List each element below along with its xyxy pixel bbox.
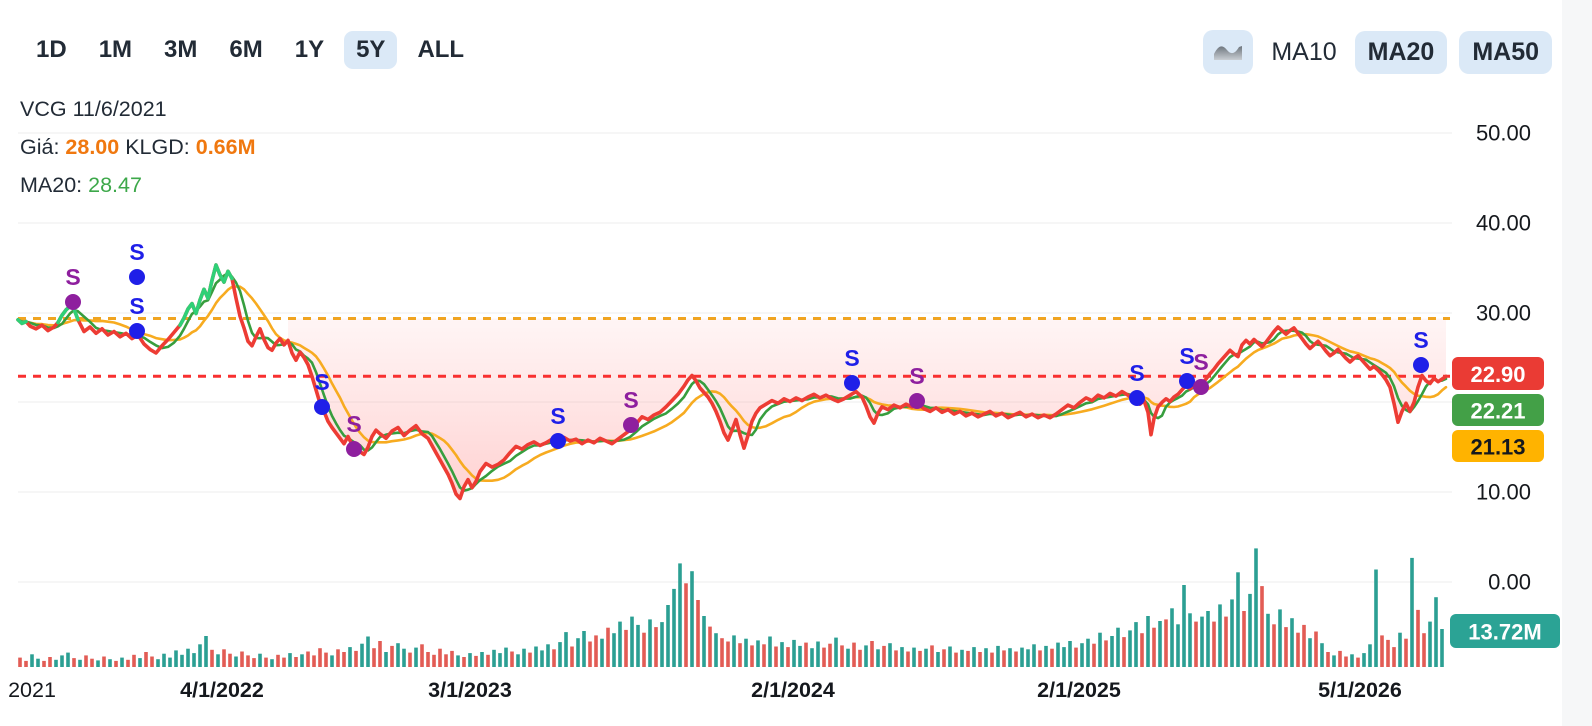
svg-text:S: S <box>129 239 144 265</box>
svg-text:30.00: 30.00 <box>1476 301 1531 326</box>
svg-text:22.21: 22.21 <box>1470 399 1525 424</box>
volume-bars <box>18 548 1444 667</box>
svg-text:S: S <box>1179 343 1194 369</box>
sell-marker-dot <box>1193 379 1209 395</box>
price-value: 28.00 <box>65 135 120 159</box>
sell-marker-dot <box>1179 373 1195 389</box>
sell-marker-dot <box>129 269 145 285</box>
value-badge <box>1452 357 1544 390</box>
ma20-toggle[interactable]: MA20 <box>1354 30 1448 74</box>
svg-text:S: S <box>844 345 859 371</box>
ma50-toggle[interactable]: MA50 <box>1459 30 1552 74</box>
svg-text:3/1/2023: 3/1/2023 <box>428 678 512 702</box>
svg-text:S: S <box>550 403 565 429</box>
sell-marker-dot <box>1129 390 1145 406</box>
svg-text:10.00: 10.00 <box>1476 480 1531 505</box>
sell-marker-dot <box>1413 357 1429 373</box>
sell-marker-dot <box>909 393 925 409</box>
value-badge <box>1452 394 1544 426</box>
svg-text:S: S <box>346 411 361 437</box>
svg-text:13.72M: 13.72M <box>1468 620 1541 645</box>
sell-marker-dot <box>65 294 81 310</box>
ma50-line <box>16 285 1448 483</box>
svg-text:S: S <box>1413 327 1428 353</box>
svg-text:22.90: 22.90 <box>1470 362 1525 387</box>
sell-marker-dot <box>314 399 330 415</box>
indicator-toolbar: MA10 MA20 MA50 <box>1203 30 1552 74</box>
ma20-label: MA20: <box>20 173 83 197</box>
chart-style-button[interactable] <box>1203 30 1254 74</box>
range-3m[interactable]: 3M <box>152 31 209 69</box>
sell-marker-dot <box>129 323 145 339</box>
area-chart-icon <box>1213 42 1243 62</box>
crosshair-ma20: MA20: 28.47 <box>20 166 256 204</box>
range-all[interactable]: ALL <box>405 31 476 69</box>
svg-text:21.13: 21.13 <box>1470 435 1525 460</box>
price-badges: 22.90 22.21 21.13 13.72M <box>1450 357 1560 648</box>
crosshair-price-volume: Giá: 28.00 KLGD: 0.66M <box>20 128 256 166</box>
price-line-up-segments <box>16 263 234 328</box>
svg-text:5/1/2026: 5/1/2026 <box>1318 678 1402 702</box>
svg-text:S: S <box>1129 360 1144 386</box>
range-toolbar: 1D 1M 3M 6M 1Y 5Y ALL <box>24 31 476 69</box>
value-badge <box>1450 614 1560 648</box>
volume-value: 0.66M <box>195 135 256 159</box>
range-5y[interactable]: 5Y <box>344 31 398 69</box>
svg-text:S: S <box>909 363 924 389</box>
range-1y[interactable]: 1Y <box>283 31 336 69</box>
crosshair-symbol-date: VCG 11/6/2021 <box>20 97 167 121</box>
svg-text:4/1/2022: 4/1/2022 <box>180 678 264 702</box>
value-badge <box>1452 430 1544 462</box>
sell-marker-dot <box>550 433 566 449</box>
right-gutter <box>1562 0 1592 726</box>
svg-text:S: S <box>314 369 329 395</box>
y-axis: 50.00 40.00 30.00 10.00 0.00 <box>1476 121 1531 595</box>
svg-text:S: S <box>1193 349 1208 375</box>
price-line <box>16 263 1448 501</box>
range-1d[interactable]: 1D <box>24 31 79 69</box>
svg-text:S: S <box>623 387 638 413</box>
ma10-toggle[interactable]: MA10 <box>1265 31 1342 74</box>
sell-marker-dot <box>844 375 860 391</box>
sell-marker-dot <box>346 441 362 457</box>
range-6m[interactable]: 6M <box>217 31 274 69</box>
svg-text:2/1/2025: 2/1/2025 <box>1037 678 1121 702</box>
svg-text:2/1/2024: 2/1/2024 <box>751 678 835 702</box>
volume-label: KLGD: <box>125 135 190 159</box>
svg-text:S: S <box>65 264 80 290</box>
sell-marker-dot <box>623 417 639 433</box>
price-label: Giá: <box>20 135 60 159</box>
x-axis: 2021 4/1/2022 3/1/2023 2/1/2024 2/1/2025 5/1/… <box>8 678 1402 702</box>
svg-text:2021: 2021 <box>8 678 56 702</box>
svg-text:40.00: 40.00 <box>1476 211 1531 236</box>
ma20-value: 28.47 <box>88 173 142 197</box>
crosshair-legend: VCG 11/6/2021 Giá: 28.00 KLGD: 0.66M MA2… <box>20 90 256 204</box>
svg-text:S: S <box>129 293 144 319</box>
svg-text:0.00: 0.00 <box>1488 570 1531 595</box>
svg-text:50.00: 50.00 <box>1476 121 1531 146</box>
gridlines <box>18 132 1452 583</box>
range-1m[interactable]: 1M <box>87 31 144 69</box>
